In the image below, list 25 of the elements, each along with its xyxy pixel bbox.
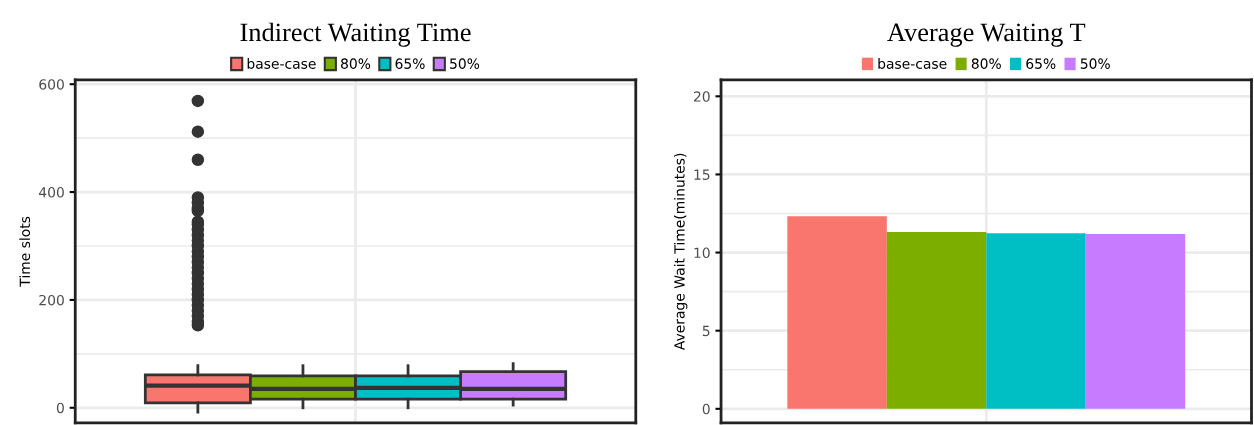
bar	[787, 216, 887, 409]
legend-label: base-case	[878, 58, 947, 69]
bar	[886, 232, 987, 409]
chart-title: Average Waiting T	[887, 23, 1086, 47]
legend-label: 80%	[341, 58, 371, 69]
y-axis-title: Time slots	[19, 216, 31, 287]
legend-label: 50%	[450, 58, 480, 69]
bar	[986, 233, 1086, 409]
y-tick-label: 0	[56, 402, 64, 414]
y-tick-label: 600	[39, 79, 64, 90]
legend-label: base-case	[247, 58, 316, 69]
legend-label: 65%	[1026, 58, 1056, 69]
y-axis-title: Average Wait Time(minutes)	[673, 153, 688, 351]
y-tick-label: 10	[694, 247, 710, 259]
legend-label: 50%	[1080, 58, 1110, 69]
bar	[1085, 234, 1186, 409]
y-tick-label: 400	[38, 187, 64, 198]
legend-label: 65%	[395, 58, 425, 69]
y-tick-label: 200	[39, 294, 64, 306]
y-tick-label: 15	[694, 169, 710, 180]
y-tick-label: 20	[693, 91, 710, 102]
y-tick-label: 5	[702, 325, 710, 337]
chart-title: Indirect Waiting Time	[240, 22, 471, 47]
y-tick-label: 0	[702, 403, 710, 415]
legend-label: 80%	[971, 58, 1001, 69]
